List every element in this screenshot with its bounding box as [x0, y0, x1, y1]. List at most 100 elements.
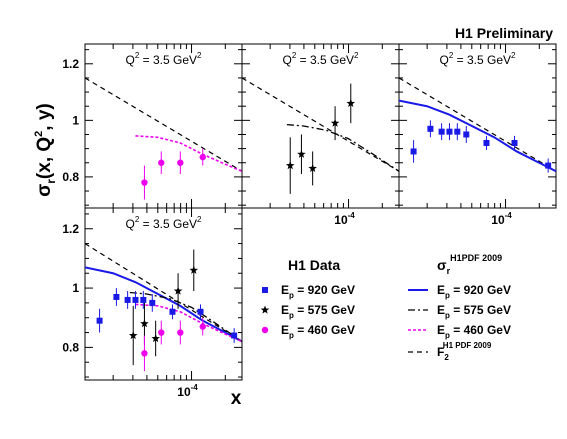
y-axis-title-sigma: σ [34, 184, 55, 197]
panel-920-curve-f2 [399, 77, 556, 172]
data-point-ep920 [438, 128, 445, 135]
panel-575-points-ep575 [285, 83, 356, 194]
data-point-ep575 [128, 331, 138, 340]
legend: H1 Data σrH1PDF 2009 Ep = 920 GeV Ep = 575 … [260, 253, 511, 362]
panel-575-curves [242, 77, 399, 172]
panel-460-curve-ep460 [135, 135, 242, 172]
data-point-ep460 [141, 350, 148, 357]
panel-combined-curve-ep460 [135, 303, 242, 343]
legend-label-curve-ep920: Ep = 920 GeV [437, 283, 511, 300]
panel-combined-points-ep460 [141, 317, 206, 372]
panel-460-ytick-label: 1 [72, 113, 79, 127]
panel-combined-points-ep575 [128, 249, 199, 366]
panel-460-ytick-label: 1.2 [62, 57, 79, 71]
panel-920-xtick-label: 10-4 [491, 211, 512, 227]
legend-marker-ep920 [262, 287, 268, 293]
panel-460-ytick-label: 0.8 [62, 170, 79, 184]
legend-data-title: H1 Data [288, 257, 340, 273]
panel-575-q2-label: Q2 = 3.5 GeV2 [283, 51, 360, 67]
data-point-ep920 [545, 162, 552, 169]
data-point-ep920 [511, 139, 518, 146]
legend-label-curve-f2: F2H1 PDF 2009 [437, 341, 492, 362]
data-point-ep920 [427, 125, 434, 132]
data-point-ep920 [169, 308, 176, 315]
legend-marker-ep460 [261, 326, 269, 334]
data-point-ep920 [132, 296, 139, 303]
y-axis-title-sub: r [44, 179, 58, 184]
data-point-ep920 [96, 317, 103, 324]
panel-combined-ytick-label: 1 [72, 281, 79, 295]
panel-460-q2-label: Q2 = 3.5 GeV2 [126, 51, 203, 67]
legend-theory-title: σrH1PDF 2009 [437, 253, 502, 276]
data-point-ep920 [149, 299, 156, 306]
data-point-ep460 [141, 179, 148, 186]
panel-combined-curves [85, 243, 242, 343]
panel-460-points-ep460 [141, 148, 206, 200]
data-point-ep920 [483, 139, 490, 146]
y-axis-title: σr(x, Q2, y) [33, 103, 58, 196]
data-point-ep460 [199, 323, 206, 330]
data-point-ep460 [199, 153, 206, 161]
panel-575-curve-f2 [242, 77, 399, 172]
data-point-ep920 [197, 308, 204, 315]
panel-460-frame [84, 43, 243, 209]
panel-920-q2-label: Q2 = 3.5 GeV2 [440, 51, 517, 67]
y-axis-title-rest: (x, Q [34, 137, 55, 179]
data-point-ep920 [463, 131, 470, 138]
panel-575-frame [241, 43, 400, 209]
panel-575-curve-ep575 [286, 123, 399, 172]
panel-920-curves [399, 77, 556, 173]
panel-920-curve-ep920 [399, 99, 556, 173]
y-axis-title-sup: 2 [33, 131, 45, 137]
panel-920-points-ep920 [410, 120, 552, 173]
data-point-ep575 [308, 163, 317, 173]
panel-460: 0.8 1 1.2 Q2 = 3.5 GeV2 [62, 43, 243, 209]
legend-label-data-ep575: Ep = 575 GeV [281, 303, 355, 320]
legend-label-curve-ep575: Ep = 575 GeV [437, 303, 511, 320]
panel-combined-curve-f2 [85, 243, 242, 342]
data-point-ep920 [446, 128, 453, 135]
data-point-ep920 [231, 332, 238, 339]
data-point-ep575 [140, 319, 149, 328]
panel-575: 10-4 Q2 = 3.5 GeV2 [241, 43, 400, 227]
panel-combined-xtick-label: 10-4 [177, 383, 198, 399]
data-point-ep575 [330, 118, 340, 127]
panel-combined-frame [84, 207, 243, 381]
panel-combined-q2-label: Q2 = 3.5 GeV2 [126, 215, 203, 231]
panel-920: 10-4 Q2 = 3.5 GeV2 [398, 43, 557, 227]
panel-920-frame [398, 43, 557, 209]
panel-combined: 0.8 1 1.2 10-4 Q2 = 3.5 GeV2 [62, 207, 243, 399]
panel-combined-ytick-label: 0.8 [62, 340, 79, 354]
svg-text:σr(x, Q2, y): σr(x, Q2, y) [33, 103, 58, 196]
data-point-ep920 [140, 296, 147, 303]
x-axis-title: x [231, 388, 242, 409]
panel-combined-curve-ep920 [85, 266, 242, 343]
data-point-ep575 [189, 265, 199, 274]
panel-575-xtick-label: 10-4 [334, 211, 355, 227]
legend-label-curve-ep460: Ep = 460 GeV [437, 323, 511, 340]
data-point-ep575 [151, 333, 160, 343]
data-point-ep575 [346, 98, 356, 108]
data-point-ep920 [113, 293, 120, 300]
data-point-ep575 [285, 161, 295, 170]
data-point-ep920 [410, 148, 417, 155]
panel-460-curve-f2 [85, 77, 242, 172]
data-point-ep460 [158, 159, 165, 166]
legend-marker-ep575 [260, 305, 270, 314]
panel-combined-curve-ep575 [129, 291, 242, 342]
legend-label-data-ep460: Ep = 460 GeV [281, 323, 355, 340]
chart-title: H1 Preliminary [455, 25, 553, 41]
data-point-ep460 [177, 159, 184, 166]
panel-combined-ytick-label: 1.2 [62, 222, 79, 236]
data-point-ep920 [454, 128, 461, 135]
y-axis-title-end: , y) [34, 103, 55, 130]
data-point-ep460 [158, 329, 165, 336]
panel-460-curves [85, 77, 242, 172]
panel-combined-points-ep920 [96, 288, 238, 343]
legend-label-data-ep920: Ep = 920 GeV [281, 283, 355, 300]
data-point-ep920 [124, 296, 131, 303]
data-point-ep460 [177, 329, 184, 336]
data-point-ep575 [173, 286, 183, 295]
